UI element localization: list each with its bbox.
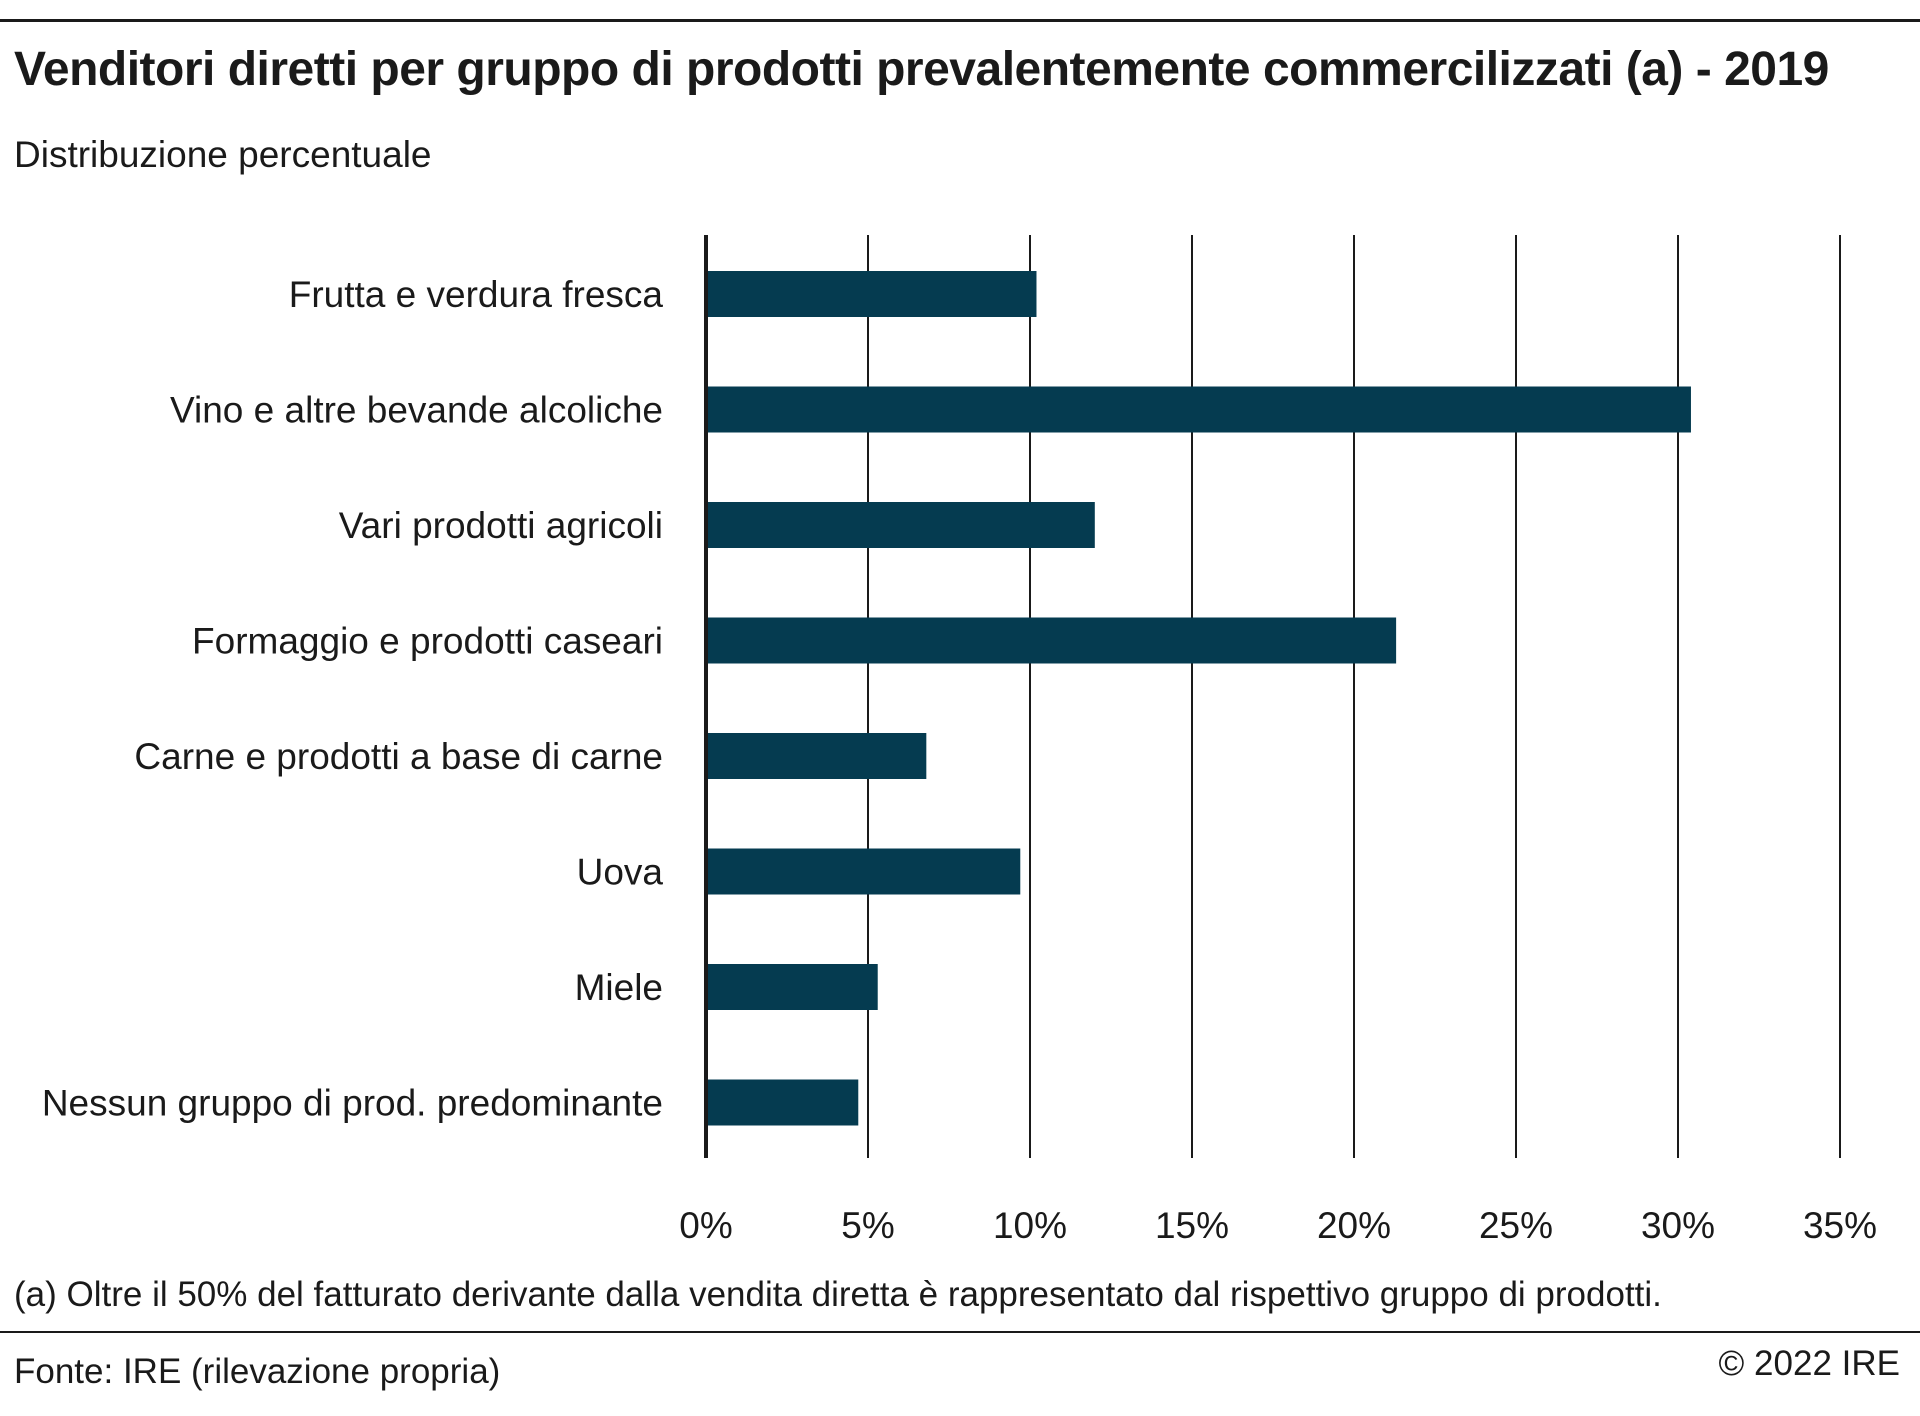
bar [706,386,1691,433]
x-tick-label: 0% [679,1205,732,1246]
category-label: Nessun gruppo di prod. predominante [42,1083,663,1124]
category-label: Uova [577,852,664,893]
copyright-note: © 2022 IRE [1718,1344,1900,1383]
category-label: Vari prodotti agricoli [339,505,663,546]
bar [706,733,927,779]
bar [706,502,1095,548]
bar [706,964,878,1010]
bar [706,271,1037,317]
footnote: (a) Oltre il 50% del fatturato derivante… [14,1275,1662,1314]
x-tick-label: 35% [1803,1205,1877,1246]
x-tick-label: 25% [1479,1205,1553,1246]
bar-chart: Frutta e verdura fresca Vino e altre beva… [42,235,1877,1246]
chart-subtitle: Distribuzione percentuale [14,134,432,175]
category-label: Vino e altre bevande alcoliche [170,390,663,431]
bar [706,1079,859,1126]
category-label: Formaggio e prodotti caseari [192,621,663,662]
x-tick-label: 20% [1317,1205,1391,1246]
chart-title: Venditori diretti per gruppo di prodotti… [14,43,1829,96]
source-note: Fonte: IRE (rilevazione propria) [14,1352,501,1391]
bar [706,848,1021,895]
category-label: Frutta e verdura fresca [289,274,664,315]
bar [706,617,1397,664]
x-tick-label: 15% [1155,1205,1229,1246]
x-tick-label: 5% [841,1205,894,1246]
category-label: Miele [575,967,663,1008]
x-tick-label: 10% [993,1205,1067,1246]
top-rule [0,19,1920,22]
footer-rule [0,1331,1920,1333]
x-tick-label: 30% [1641,1205,1715,1246]
category-label: Carne e prodotti a base di carne [134,736,663,777]
